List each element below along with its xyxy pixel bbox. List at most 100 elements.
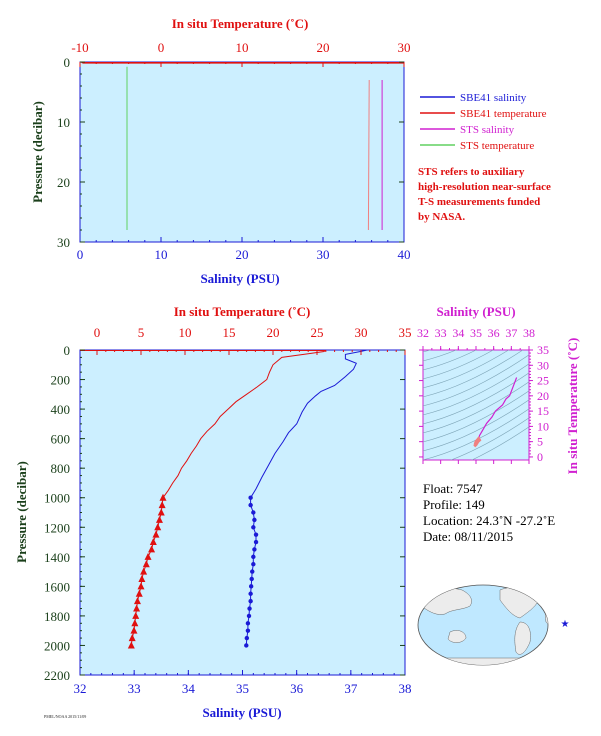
float-info: Float: 7547 Profile: 149 Location: 24.3˚… <box>423 481 555 544</box>
profile-temperature-marker <box>132 611 140 619</box>
profile-temp-tick-label: 30 <box>355 325 368 340</box>
profile-y-tick-label: 800 <box>51 461 71 476</box>
map-land-australia <box>447 630 467 643</box>
ts-salinity-tick-label: 36 <box>488 326 500 340</box>
ts-isopycnal <box>423 354 529 407</box>
profile-x-tick-label: 33 <box>128 681 141 696</box>
profile-temp-axis-label: In situ Temperature (˚C) <box>174 304 311 319</box>
ts-isopycnal <box>423 350 524 398</box>
top-salinity-axis-label: Salinity (PSU) <box>200 271 279 286</box>
profile-salinity-marker <box>251 525 256 530</box>
profile-temperature-marker <box>133 597 141 605</box>
profile-salinity-marker <box>252 547 257 552</box>
profile-number: Profile: 149 <box>423 497 485 512</box>
top-pressure-axis-label: Pressure (decibar) <box>30 101 45 203</box>
profile-salinity-marker <box>245 628 251 633</box>
sts-note-line-3: T-S measurements funded <box>418 196 540 208</box>
legend-label-sbe41-salinity: SBE41 salinity <box>460 92 527 104</box>
profile-temperature-marker <box>157 508 165 516</box>
profile-salinity-marker <box>245 621 251 626</box>
profile-temperature-marker <box>154 523 162 531</box>
ts-temp-axis-label: In situ Temperature (˚C) <box>565 338 580 475</box>
profile-y-tick-label: 2200 <box>44 668 70 683</box>
ts-series-group <box>423 350 529 460</box>
top-plot-area <box>79 61 405 243</box>
top-x-tick-label: 20 <box>236 247 249 262</box>
profile-salinity-marker <box>251 562 256 567</box>
ts-isopycnal <box>423 350 510 389</box>
profile-temperature-marker <box>133 604 141 612</box>
profile-salinity-marker <box>249 576 254 582</box>
profile-x-tick-label: 35 <box>236 681 249 696</box>
profile-temperature-marker <box>149 538 157 546</box>
profile-temperature-marker <box>135 589 143 597</box>
top-temp-tick-label: 20 <box>317 40 330 55</box>
top-temp-tick-label: -10 <box>71 40 88 55</box>
profile-temperature-marker <box>140 567 148 575</box>
float-location: Location: 24.3˚N -27.2˚E <box>423 513 555 528</box>
profile-x-tick-label: 32 <box>74 681 87 696</box>
world-map: ★ <box>417 584 570 666</box>
profile-temp-tick-label: 25 <box>311 325 324 340</box>
ts-salinity-tick-label: 35 <box>470 326 482 340</box>
top-x-tick-label: 10 <box>155 247 168 262</box>
top-legend: SBE41 salinity SBE41 temperature STS sal… <box>420 92 547 152</box>
profile-salinity-marker <box>247 606 252 611</box>
profile-temperature-marker <box>148 545 156 553</box>
profile-salinity-marker <box>244 643 249 648</box>
legend-label-sts-salinity: STS salinity <box>460 124 515 136</box>
ts-sts-cluster <box>473 436 482 448</box>
profile-salinity-line <box>245 350 368 646</box>
ts-isopycnal <box>450 417 529 460</box>
profile-temperature-marker <box>144 552 152 560</box>
profile-x-tick-label: 38 <box>399 681 412 696</box>
top-temp-tick-label: 0 <box>158 40 165 55</box>
ts-salinity-tick-label: 37 <box>505 326 517 340</box>
ts-temp-tick-label: 10 <box>537 419 549 433</box>
profile-salinity-marker <box>248 584 254 589</box>
ts-temp-tick-label: 20 <box>537 389 549 403</box>
profile-x-tick-label: 34 <box>182 681 196 696</box>
profile-date: Date: 08/11/2015 <box>423 529 513 544</box>
profile-panel: 32 33 34 35 36 37 38 0 5 10 15 20 25 30 35 0 200 400 600 80… <box>14 304 412 720</box>
top-temp-tick-label: 10 <box>236 40 249 55</box>
profile-salinity-marker <box>248 502 253 508</box>
profile-y-tick-label: 0 <box>64 343 71 358</box>
profile-y-tick-label: 1400 <box>44 550 70 565</box>
ts-temp-tick-label: 25 <box>537 374 549 388</box>
profile-temperature-marker <box>128 634 136 642</box>
ts-salinity-tick-label: 32 <box>417 326 429 340</box>
ts-salinity-tick-label: 38 <box>523 326 535 340</box>
ts-temp-tick-label: 35 <box>537 343 549 357</box>
ts-salinity-tick-label: 34 <box>452 326 464 340</box>
footer-credit: PMEL/NOAA 2015/11/09 <box>44 714 86 719</box>
float-id: Float: 7547 <box>423 481 483 496</box>
ts-isopycnal <box>423 350 457 362</box>
top-x-tick-label: 30 <box>317 247 330 262</box>
ts-isopycnal <box>423 350 432 353</box>
profile-salinity-marker <box>246 613 252 619</box>
profile-temp-tick-label: 5 <box>138 325 145 340</box>
profile-salinity-marker <box>252 517 257 523</box>
legend-label-sts-temperature: STS temperature <box>460 140 534 152</box>
top-y-tick-label: 0 <box>64 55 71 70</box>
ts-isopycnal <box>423 408 529 460</box>
profile-salinity-marker <box>251 510 256 515</box>
top-y-tick-label: 20 <box>57 175 70 190</box>
profile-temperature-marker <box>159 493 167 501</box>
profile-y-tick-label: 2000 <box>44 638 70 653</box>
profile-y-tick-label: 1000 <box>44 491 70 506</box>
top-y-tick-label: 30 <box>57 235 70 250</box>
profile-temperature-marker <box>155 515 163 523</box>
profile-temp-tick-label: 0 <box>94 325 101 340</box>
sts-note-line-4: by NASA. <box>418 211 465 223</box>
profile-temperature-marker <box>130 626 138 634</box>
profile-x-tick-label: 37 <box>344 681 358 696</box>
profile-temperature-marker <box>131 619 139 627</box>
ts-temp-tick-label: 15 <box>537 404 549 418</box>
float-location-marker: ★ <box>561 619 570 630</box>
profile-temp-tick-label: 35 <box>399 325 412 340</box>
